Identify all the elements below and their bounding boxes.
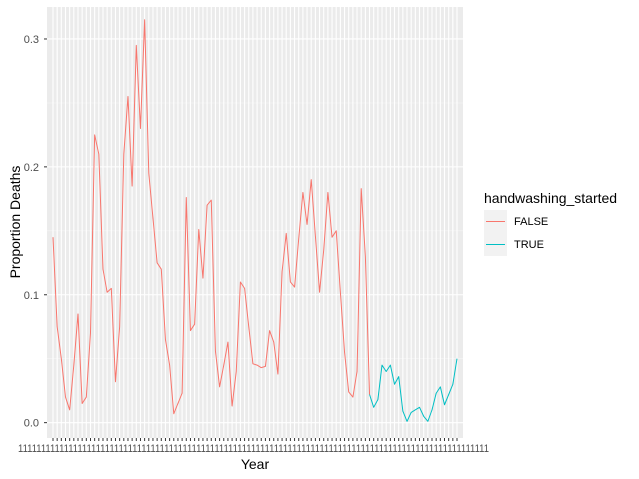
series-lines <box>52 19 458 422</box>
y-tick-label: 0.2 <box>24 162 39 174</box>
y-axis-title: Proportion Deaths <box>7 166 23 279</box>
series-line-true <box>369 358 458 422</box>
series-line-false <box>52 19 371 415</box>
x-axis-ticks <box>52 438 458 441</box>
legend-title: handwashing_started <box>484 190 617 206</box>
plot-panel <box>47 7 463 438</box>
grid-minor-y <box>47 102 463 359</box>
grid-major-y <box>47 38 463 424</box>
y-axis-tick-labels: 0.0 0.1 0.2 0.3 <box>24 34 39 430</box>
legend-label-true: TRUE <box>514 239 544 251</box>
y-tick-label: 0.0 <box>24 418 39 430</box>
legend-label-false: FALSE <box>514 216 548 228</box>
x-tick-labels: 1111111111111111111111111111111111111111… <box>18 443 489 455</box>
x-axis-title: Year <box>241 456 270 472</box>
y-tick-label: 0.1 <box>24 290 39 302</box>
y-tick-label: 0.3 <box>24 34 39 46</box>
legend: handwashing_started FALSE TRUE <box>484 190 617 256</box>
grid-major-x <box>52 7 458 438</box>
y-axis-ticks <box>44 38 47 424</box>
